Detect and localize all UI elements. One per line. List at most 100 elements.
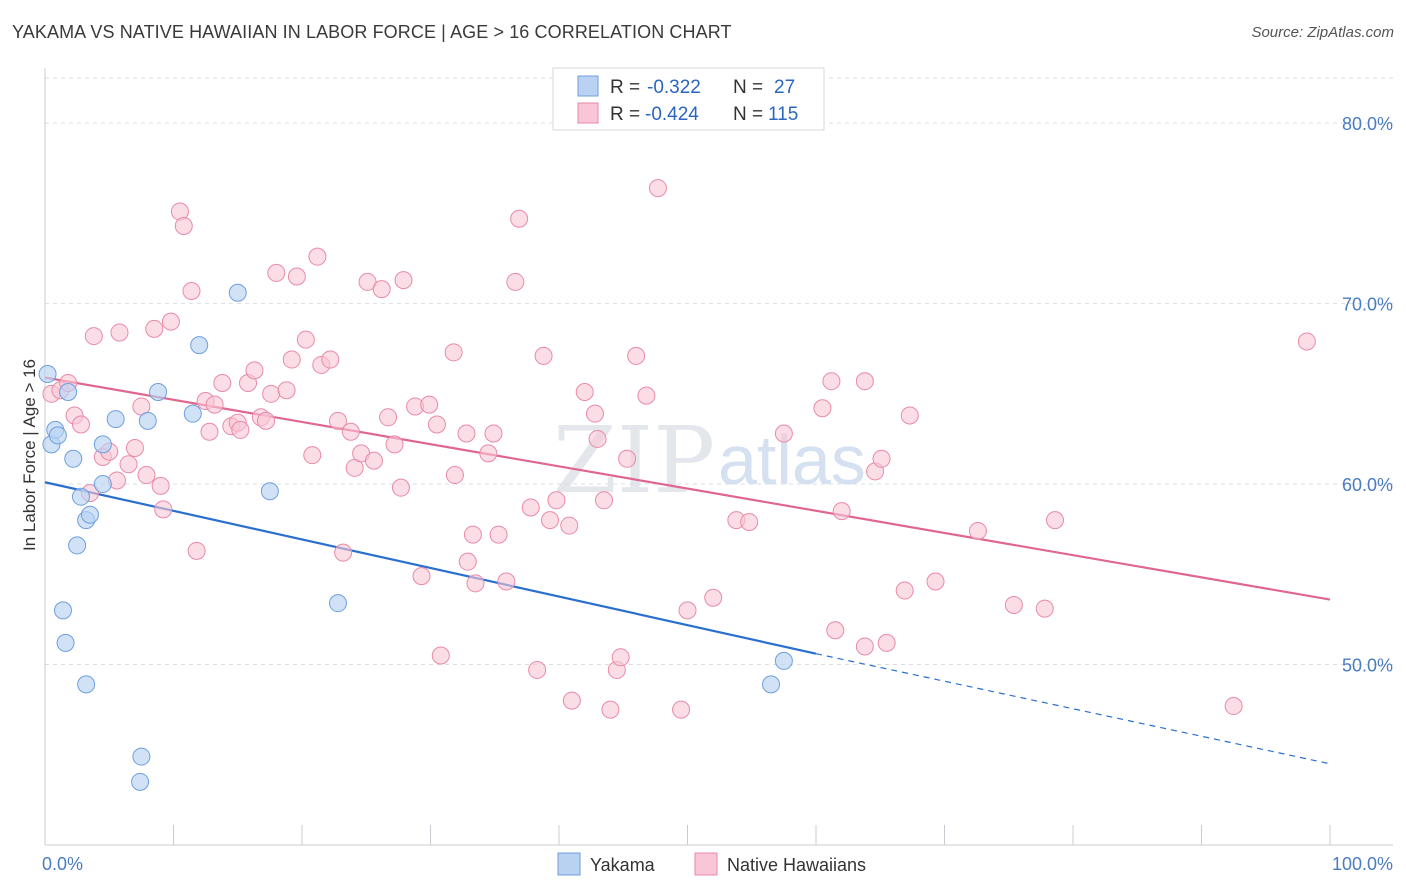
legend-hawaiian-swatch [577,102,599,124]
legend-yakama-swatch [577,75,599,97]
native-hawaiians-point [872,449,891,468]
source-label: Source: ZipAtlas.com [1251,24,1394,41]
native-hawaiians-point [618,449,637,468]
native-hawaiians-point [420,395,439,414]
yakama-point [106,410,125,429]
native-hawaiians-point [672,700,691,719]
native-hawaiians-point [71,415,90,434]
x-tick-label: 0.0% [42,854,83,874]
axes [44,68,1393,846]
yakama-point [132,747,151,766]
native-hawaiians-point [328,411,347,430]
y-axis-label: In Labor Force | Age > 16 [20,359,39,551]
native-hawaiians-point [287,267,306,286]
native-hawaiians-point [200,422,219,441]
native-hawaiians-point [205,395,224,414]
native-hawaiians-points [42,179,1316,719]
chart-title: YAKAMA VS NATIVE HAWAIIAN IN LABOR FORCE… [12,22,732,42]
native-hawaiians-point [182,281,201,300]
yakama-point [131,772,150,791]
legend-box: R = -0.322 N = 27 R = -0.424 N = 115 [552,67,825,131]
native-hawaiians-point [704,588,723,607]
native-hawaiians-point [412,567,431,586]
y-tick-labels: 50.0% 60.0% 70.0% 80.0% [1342,114,1393,675]
native-hawaiians-point [394,271,413,290]
native-hawaiians-point [427,415,446,434]
yakama-point [328,594,347,613]
legend-n-value: 115 [768,104,798,125]
native-hawaiians-point [391,478,410,497]
native-hawaiians-point [296,330,315,349]
native-hawaiians-point [379,408,398,427]
legend-n-value: 27 [774,77,795,98]
yakama-point [228,283,247,302]
yakama-point [80,505,99,524]
native-hawaiians-point [521,498,540,517]
native-hawaiians-point [137,466,156,485]
native-hawaiians-point [637,386,656,405]
native-hawaiians-point [895,581,914,600]
native-hawaiians-point [119,455,138,474]
native-hawaiians-point [560,516,579,535]
legend-n-label: N = [733,77,763,98]
native-hawaiians-point [968,521,987,540]
y-tick-label: 50.0% [1342,656,1393,676]
native-hawaiians-point [231,420,250,439]
legend-r-value: -0.424 [645,104,699,125]
bottom-legend-hawaiian: Native Hawaiians [727,855,866,875]
yakama-point [77,675,96,694]
native-hawaiians-point [926,572,945,591]
native-hawaiians-point [832,502,851,521]
legend-r-label: R = [610,77,640,98]
native-hawaiians-point [678,601,697,620]
native-hawaiians-point [489,525,508,544]
yakama-point [774,651,793,670]
native-hawaiians-point [463,525,482,544]
native-hawaiians-point [740,512,759,531]
native-hawaiians-point [484,424,503,443]
native-hawaiians-point [826,621,845,640]
native-hawaiians-point [1035,599,1054,618]
native-hawaiians-point [1224,697,1243,716]
native-hawaiians-point [364,451,383,470]
legend-r-label: R = [610,104,640,125]
native-hawaiians-point [541,511,560,530]
yakama-point [53,601,72,620]
native-hawaiians-point [855,637,874,656]
native-hawaiians-point [457,424,476,443]
bottom-legend: Yakama Native Hawaiians [557,852,866,876]
native-hawaiians-point [627,346,646,365]
native-hawaiians-point [562,691,581,710]
y-tick-label: 70.0% [1342,295,1393,315]
yakama-point [149,383,168,402]
yakama-point [190,336,209,355]
native-hawaiians-point [385,435,404,454]
native-hawaiians-point [547,491,566,510]
native-hawaiians-point [585,404,604,423]
native-hawaiians-point [466,574,485,593]
native-hawaiians-point [358,272,377,291]
native-hawaiians-point [479,444,498,463]
native-hawaiians-point [528,660,547,679]
bottom-legend-yakama: Yakama [590,855,656,875]
native-hawaiians-point [308,247,327,266]
yakama-point [68,536,87,555]
native-hawaiians-point [506,272,525,291]
native-hawaiians-point [174,216,193,235]
yakama-point [93,475,112,494]
native-hawaiians-point [277,381,296,400]
native-hawaiians-point [1004,595,1023,614]
native-hawaiians-point [187,541,206,560]
native-hawaiians-point [774,424,793,443]
bottom-legend-hawaiian-swatch [694,852,718,876]
yakama-point [56,633,75,652]
native-hawaiians-point [594,491,613,510]
native-hawaiians-point [341,422,360,441]
yakama-point [64,449,83,468]
native-hawaiians-point [445,466,464,485]
native-hawaiians-point [855,372,874,391]
x-tick-label: 100.0% [1332,854,1393,874]
native-hawaiians-point [145,319,164,338]
yakama-point [183,404,202,423]
